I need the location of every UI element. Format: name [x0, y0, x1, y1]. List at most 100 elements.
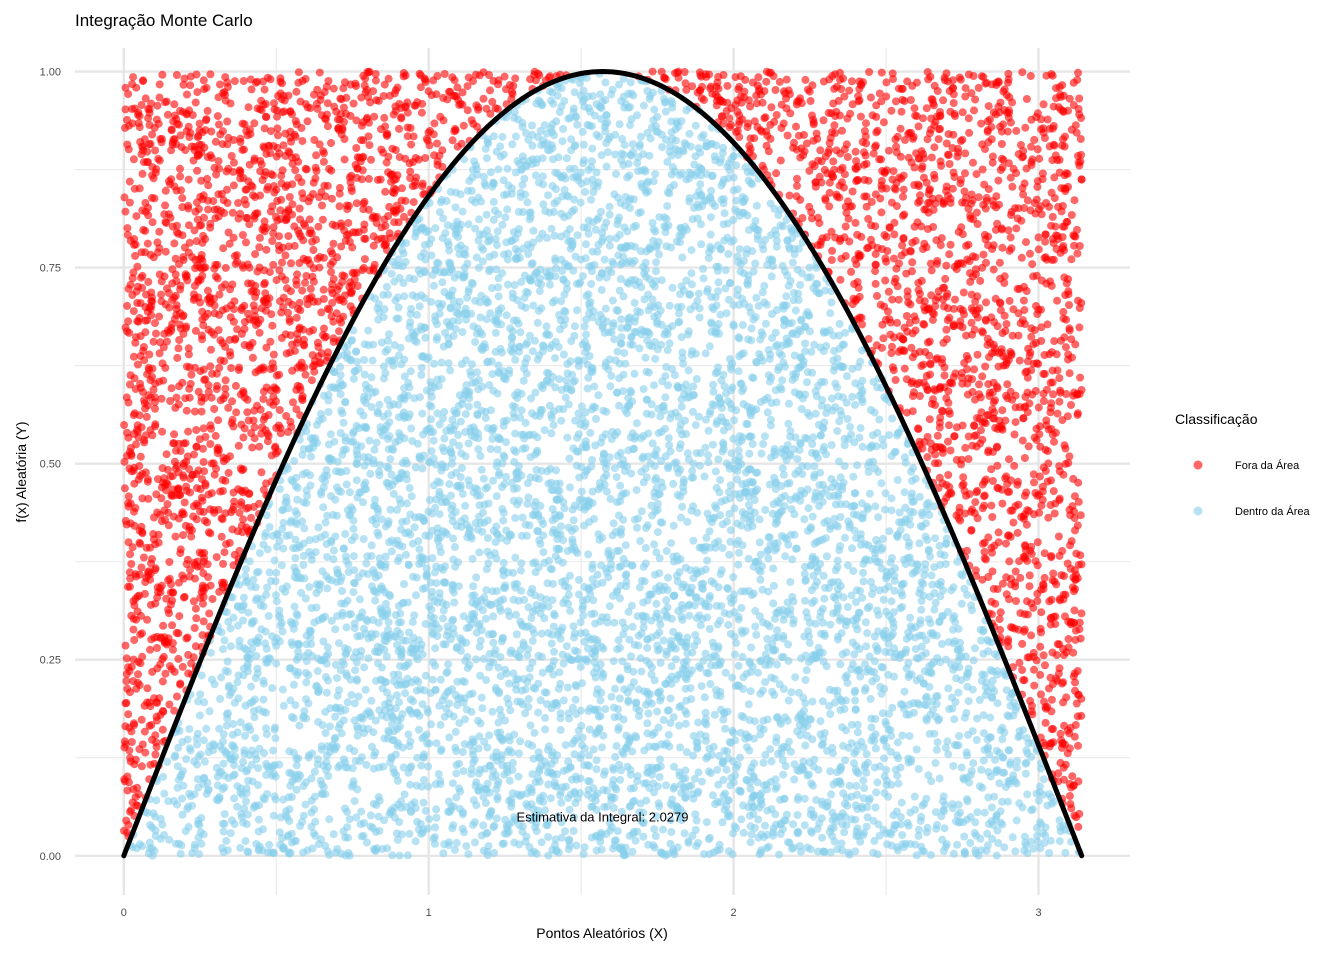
point-outside [202, 115, 211, 124]
point-outside [175, 336, 184, 344]
point-outside [221, 96, 230, 105]
point-outside [903, 287, 912, 296]
point-outside [775, 77, 784, 86]
point-outside [1012, 224, 1021, 233]
point-inside [338, 587, 346, 595]
point-outside [290, 241, 299, 250]
point-outside [239, 433, 248, 442]
point-outside [862, 119, 870, 128]
point-outside [143, 477, 152, 486]
point-outside [1037, 115, 1046, 124]
point-outside [792, 122, 800, 131]
point-outside [255, 442, 264, 451]
point-outside [253, 104, 262, 113]
point-outside [214, 505, 223, 514]
point-outside [384, 168, 393, 177]
point-outside [952, 455, 961, 464]
point-inside [417, 371, 426, 379]
point-outside [171, 532, 180, 541]
point-inside [643, 719, 652, 728]
point-outside [1050, 577, 1059, 586]
point-outside [132, 287, 141, 296]
point-outside [298, 286, 307, 295]
point-outside [159, 621, 168, 630]
point-outside [978, 372, 987, 381]
point-outside [157, 483, 166, 492]
point-outside [1010, 430, 1019, 439]
point-outside [1049, 140, 1058, 149]
point-inside [936, 550, 945, 558]
point-outside [339, 84, 348, 93]
point-outside [1040, 134, 1049, 142]
point-outside [1005, 246, 1014, 255]
point-outside [199, 458, 208, 466]
point-outside [148, 218, 157, 227]
point-outside [1024, 507, 1033, 516]
point-outside [197, 407, 206, 416]
point-outside [946, 378, 955, 387]
point-inside [917, 812, 926, 821]
point-outside [1043, 115, 1052, 124]
point-outside [1020, 627, 1028, 636]
point-inside [706, 230, 715, 239]
point-outside [998, 329, 1007, 338]
point-outside [170, 239, 179, 248]
point-inside [220, 810, 229, 818]
point-outside [234, 441, 243, 450]
point-outside [1037, 608, 1046, 617]
point-outside [882, 184, 891, 193]
point-outside [971, 95, 980, 104]
point-outside [889, 333, 898, 342]
point-outside [276, 206, 285, 215]
point-outside [1008, 182, 1017, 191]
point-outside [171, 254, 180, 263]
point-outside [1029, 272, 1038, 281]
point-outside [181, 270, 190, 279]
point-outside [141, 303, 150, 311]
point-outside [124, 499, 133, 508]
point-outside [899, 192, 907, 201]
point-outside [1009, 518, 1018, 527]
point-outside [1035, 430, 1044, 439]
point-outside [953, 152, 962, 161]
point-outside [803, 85, 812, 94]
point-outside [976, 276, 985, 285]
point-outside [1070, 492, 1079, 501]
point-outside [900, 364, 909, 373]
point-outside [1006, 173, 1015, 182]
point-inside [633, 777, 642, 786]
point-outside [962, 331, 971, 340]
point-outside [301, 370, 310, 379]
point-outside [179, 473, 188, 482]
point-inside [649, 116, 658, 125]
point-outside [255, 243, 264, 252]
point-outside [741, 75, 750, 84]
point-outside [920, 239, 929, 248]
point-outside [1045, 124, 1054, 133]
point-outside [142, 412, 151, 421]
point-outside [272, 276, 281, 285]
point-outside [835, 111, 844, 120]
point-outside [883, 247, 892, 255]
point-outside [417, 108, 426, 117]
point-outside [371, 76, 380, 85]
point-inside [663, 603, 672, 612]
point-outside [335, 282, 344, 291]
point-outside [923, 135, 932, 144]
point-outside [134, 317, 143, 326]
point-outside [1077, 711, 1086, 720]
point-outside [1074, 741, 1082, 750]
point-outside [939, 96, 948, 105]
point-outside [748, 78, 757, 87]
point-outside [1041, 230, 1050, 239]
point-outside [359, 199, 368, 208]
point-outside [235, 363, 244, 372]
point-inside [559, 125, 568, 133]
point-outside [1029, 470, 1038, 479]
point-outside [133, 783, 142, 792]
point-outside [1018, 68, 1027, 77]
point-outside [322, 82, 331, 91]
point-outside [320, 324, 328, 333]
